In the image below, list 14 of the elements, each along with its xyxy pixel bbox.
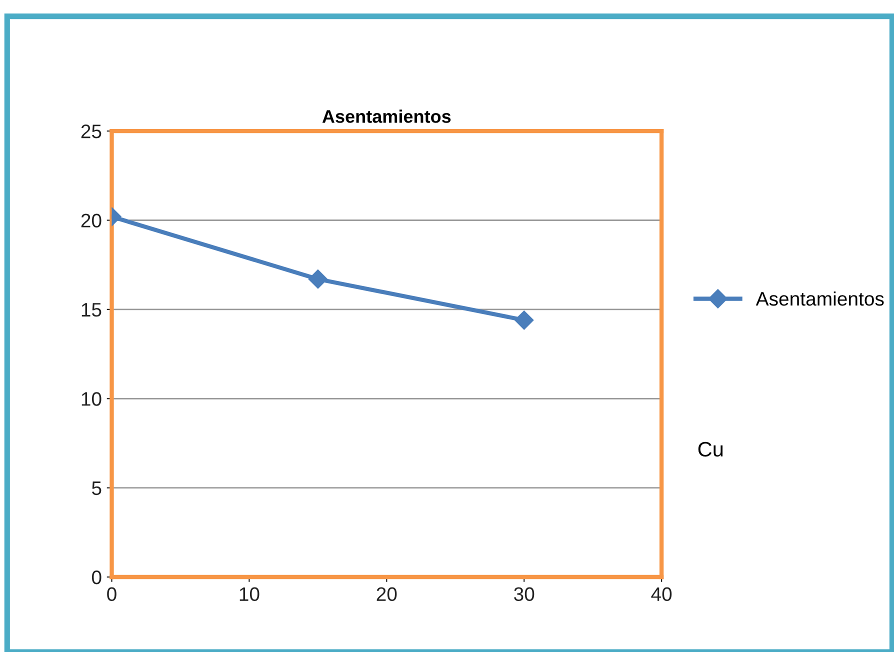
y-tick-label: 10 (82, 392, 102, 406)
y-tick-label: 20 (81, 214, 102, 228)
x-tick-label: 0 (107, 587, 116, 602)
x-tick-label: 20 (376, 587, 397, 602)
y-tick-label: 15 (82, 303, 102, 317)
text: Cu (698, 442, 723, 457)
x-tick-label: 10 (240, 587, 260, 602)
y-tick-label: 5 (92, 481, 102, 496)
chart-title: Asentamientos (322, 110, 451, 123)
legend-label: Asentamientos (756, 291, 884, 306)
x-tick-label: 40 (651, 587, 672, 602)
x-tick-label: 30 (514, 587, 534, 602)
y-tick-label: 0 (92, 570, 102, 584)
y-tick-label: 25 (81, 124, 102, 138)
